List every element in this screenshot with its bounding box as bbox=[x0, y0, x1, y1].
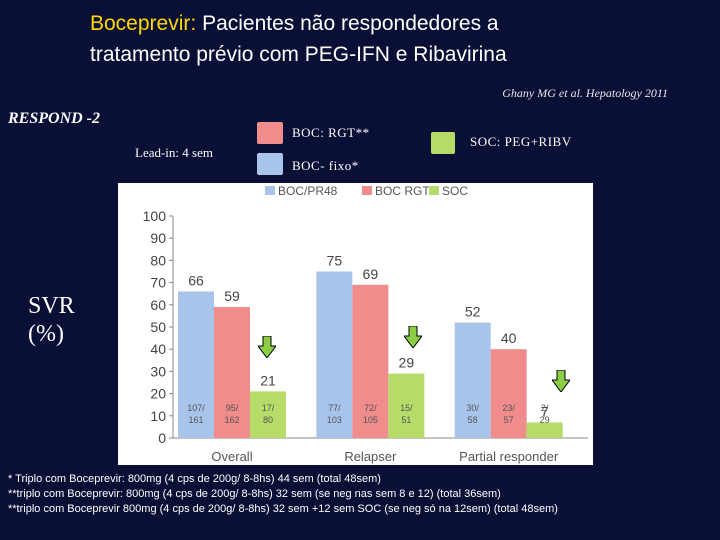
y-tick-label: 80 bbox=[150, 252, 166, 268]
bar bbox=[388, 373, 425, 438]
legend-label-soc: SOC: PEG+RIBV bbox=[470, 134, 572, 149]
bar-value-label: 69 bbox=[363, 266, 379, 282]
bar-chart: BOC/PR48 BOC RGT SOC 0 10 20 30 40 50 60 70 80 90 100… bbox=[143, 184, 588, 464]
footnotes: * Triplo com Boceprevir: 800mg (4 cps de… bbox=[8, 472, 718, 517]
bar-count-label: 103 bbox=[327, 415, 342, 425]
x-category-label: Overall bbox=[211, 449, 252, 464]
y-tick-label: 30 bbox=[150, 363, 166, 379]
y-tick-label: 10 bbox=[150, 408, 166, 424]
bar-count-label: 72/ bbox=[364, 403, 377, 413]
chart-area: BOC/PR48 BOC RGT SOC 0 10 20 30 40 50 60 70 80 90 100… bbox=[118, 183, 593, 465]
footnote-3: **triplo com Boceprevir 800mg (4 cps de … bbox=[8, 503, 558, 515]
bar-count-label: 29 bbox=[540, 415, 550, 425]
title-highlight: Boceprevir: bbox=[90, 12, 197, 35]
x-category-label: Relapser bbox=[344, 449, 397, 464]
bar-count-label: 80 bbox=[263, 415, 273, 425]
footnote-2: **triplo com Boceprevir: 800mg (4 cps de… bbox=[8, 488, 501, 500]
chart-legend-swatch bbox=[429, 186, 439, 195]
bar bbox=[454, 322, 491, 438]
title-line-1: Boceprevir: Pacientes não respondedores … bbox=[90, 8, 690, 39]
bar-count-label: 77/ bbox=[328, 403, 341, 413]
bar-value-label: 75 bbox=[327, 253, 343, 269]
bar bbox=[250, 391, 286, 438]
bar-count-label: 105 bbox=[363, 415, 378, 425]
bar-count-label: 57 bbox=[504, 415, 514, 425]
down-arrow-icon bbox=[404, 326, 422, 348]
y-tick-label: 20 bbox=[150, 386, 166, 402]
bar bbox=[352, 284, 389, 438]
y-axis-title-line-1: SVR bbox=[28, 293, 75, 319]
bar-value-label: 29 bbox=[399, 355, 415, 371]
y-tick-label: 40 bbox=[150, 341, 166, 357]
chart-legend-label: BOC/PR48 bbox=[278, 184, 338, 198]
bar-count-label: 95/ bbox=[226, 403, 239, 413]
bar-value-label: 59 bbox=[224, 288, 240, 304]
citation: Ghany MG et al. Hepatology 2011 bbox=[502, 86, 668, 100]
title-rest: Pacientes não respondedores a bbox=[202, 12, 499, 35]
bar bbox=[490, 349, 527, 438]
bar bbox=[178, 291, 214, 438]
down-arrow-icon bbox=[258, 336, 276, 358]
study-name: RESPOND -2 bbox=[8, 110, 101, 127]
legend-swatch-boc-fixo bbox=[257, 153, 283, 175]
bar-count-label: 15/ bbox=[400, 403, 413, 413]
bar-value-label: 40 bbox=[501, 330, 517, 346]
footnote-1: * Triplo com Boceprevir: 800mg (4 cps de… bbox=[8, 473, 381, 485]
y-tick-label: 70 bbox=[150, 275, 166, 291]
bar-count-label: 107/ bbox=[187, 403, 205, 413]
legend-label-boc-rgt: BOC: RGT** bbox=[292, 125, 370, 140]
lead-in-label: Lead-in: 4 sem bbox=[135, 145, 213, 160]
slide-title: Boceprevir: Pacientes não respondedores … bbox=[90, 8, 690, 70]
legend-swatch-boc-rgt bbox=[257, 122, 283, 144]
y-axis-title-line-2: (%) bbox=[28, 321, 64, 347]
bar bbox=[526, 422, 563, 438]
chart-legend-label: BOC RGT bbox=[375, 184, 430, 198]
bar-count-label: 58 bbox=[468, 415, 478, 425]
bar-count-label: 30/ bbox=[466, 403, 479, 413]
legend-swatch-soc bbox=[431, 132, 455, 154]
chart-legend-label: SOC bbox=[442, 184, 468, 198]
y-tick-label: 0 bbox=[158, 430, 166, 446]
bar-count-label: 23/ bbox=[502, 403, 515, 413]
down-arrow-icon bbox=[552, 370, 570, 392]
bar bbox=[316, 271, 353, 438]
chart-legend-swatch bbox=[265, 186, 275, 195]
x-category-label: Partial responder bbox=[459, 449, 559, 464]
chart-legend-swatch bbox=[362, 186, 372, 195]
y-tick-label: 50 bbox=[150, 319, 166, 335]
y-tick-label: 60 bbox=[150, 297, 166, 313]
bar-count-label: 51 bbox=[401, 415, 411, 425]
legend-label-boc-fixo: BOC- fixo* bbox=[292, 158, 359, 173]
bar-count-label: 161 bbox=[188, 415, 203, 425]
bar-count-label: 162 bbox=[224, 415, 239, 425]
bar-value-label: 66 bbox=[188, 272, 204, 288]
bar-value-label: 52 bbox=[465, 304, 481, 320]
bar-count-label: 2/ bbox=[541, 403, 549, 413]
y-tick-label: 90 bbox=[150, 230, 166, 246]
bar-value-label: 21 bbox=[260, 372, 276, 388]
y-tick-label: 100 bbox=[143, 208, 167, 224]
bar bbox=[214, 307, 250, 438]
title-line-2: tratamento prévio com PEG-IFN e Ribaviri… bbox=[90, 43, 507, 66]
bar-count-label: 17/ bbox=[262, 403, 275, 413]
bar-value-label: 7 bbox=[541, 403, 549, 419]
y-axis-title: SVR (%) bbox=[28, 292, 75, 348]
